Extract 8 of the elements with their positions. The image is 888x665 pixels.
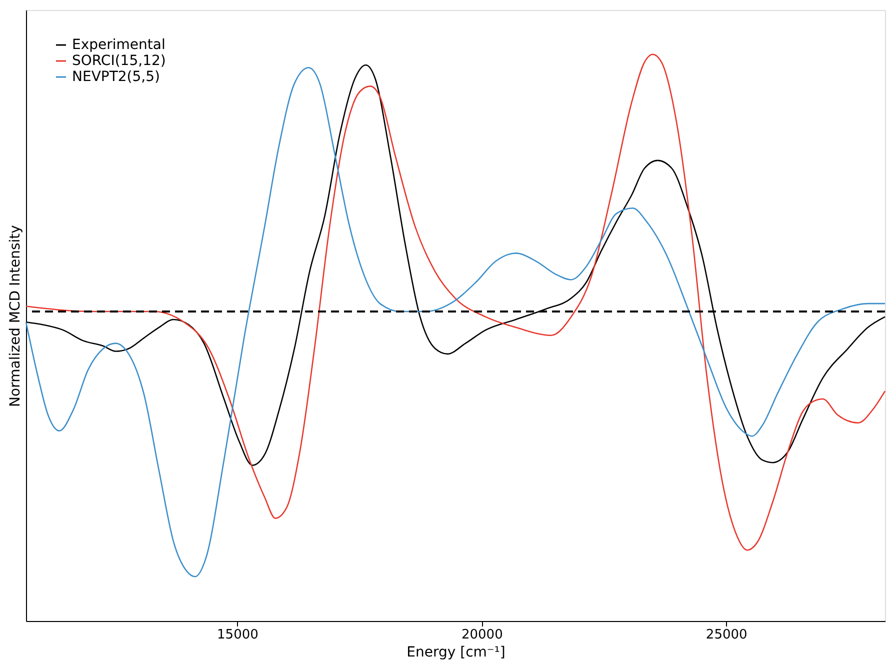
- x-tick-label: 15000: [217, 628, 258, 642]
- legend-label: NEVPT2(5,5): [72, 69, 160, 85]
- x-axis-title: Energy [cm⁻¹]: [406, 644, 506, 660]
- legend-label: Experimental: [72, 37, 166, 53]
- y-axis-title: Normalized MCD Intensity: [8, 225, 24, 407]
- x-tick-label: 25000: [706, 628, 748, 642]
- x-tick-label: 20000: [461, 628, 503, 642]
- legend-label: SORCI(15,12): [72, 53, 166, 69]
